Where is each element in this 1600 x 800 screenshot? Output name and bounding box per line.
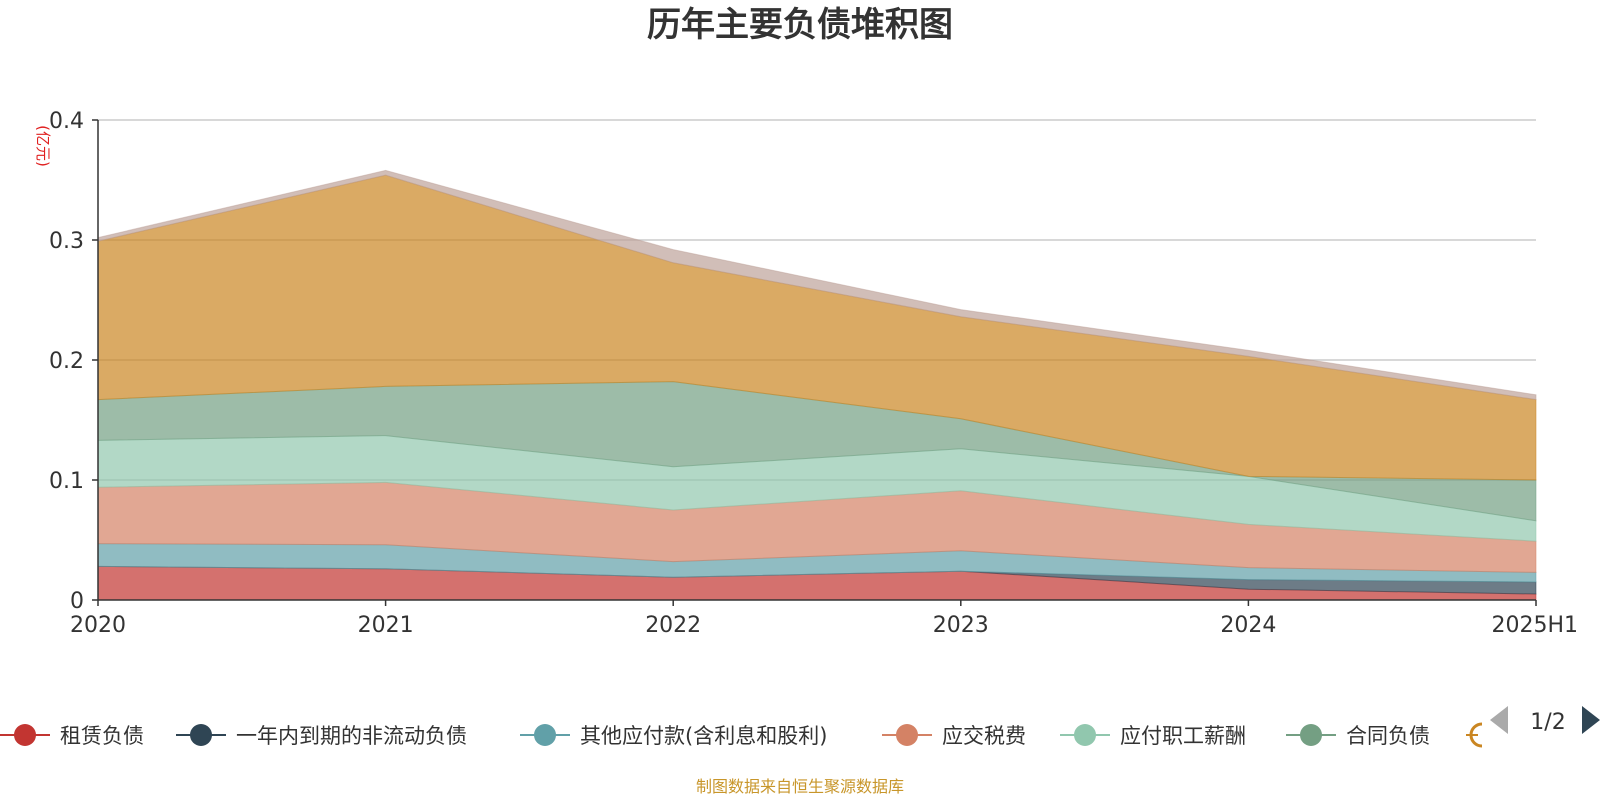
axes: 0 0.1 0.2 0.3 0.4 2020 2021 2022 2023 2024 2025H1 xyxy=(49,109,1578,638)
prev-page-icon[interactable] xyxy=(1490,706,1508,734)
legend-item[interactable]: 一年内到期的非流动负债 xyxy=(176,724,467,748)
legend: 租赁负债 一年内到期的非流动负债 其他应付款(含利息和股利) 应交税费 应付职工薪酬 合同… xyxy=(0,722,1483,748)
legend-item[interactable]: 应付职工薪酬 xyxy=(1060,724,1246,748)
legend-label: 应交税费 xyxy=(942,724,1026,748)
legend-pager: 1/2 xyxy=(1490,706,1600,735)
legend-label: 应付职工薪酬 xyxy=(1120,724,1246,748)
legend-label: 合同负债 xyxy=(1346,724,1430,748)
legend-label: 一年内到期的非流动负债 xyxy=(236,724,467,748)
x-tick-label: 2025H1 xyxy=(1491,613,1578,638)
legend-marker xyxy=(534,724,556,746)
area-series xyxy=(97,169,1537,601)
legend-item[interactable]: 其他应付款(含利息和股利) xyxy=(520,724,827,748)
legend-marker xyxy=(896,724,918,746)
x-tick-label: 2024 xyxy=(1220,613,1276,638)
y-tick-label: 0.2 xyxy=(49,349,84,374)
legend-marker xyxy=(190,724,212,746)
legend-item[interactable]: 应交税费 xyxy=(882,724,1026,748)
legend-marker xyxy=(14,724,36,746)
legend-marker xyxy=(1469,722,1483,748)
legend-item[interactable]: 合同负债 xyxy=(1286,724,1430,748)
y-tick-label: 0.4 xyxy=(49,109,84,134)
y-tick-label: 0.3 xyxy=(49,229,84,254)
y-tick-label: 0 xyxy=(70,589,84,614)
next-page-icon[interactable] xyxy=(1582,706,1600,734)
x-tick-label: 2022 xyxy=(645,613,701,638)
legend-label: 租赁负债 xyxy=(60,724,144,748)
y-tick-label: 0.1 xyxy=(49,469,84,494)
legend-marker xyxy=(1074,724,1096,746)
legend-label: 其他应付款(含利息和股利) xyxy=(580,724,827,748)
legend-item[interactable]: 租赁负债 xyxy=(0,724,144,748)
x-tick-label: 2021 xyxy=(358,613,414,638)
source-note: 制图数据来自恒生聚源数据库 xyxy=(696,777,904,796)
chart-title: 历年主要负债堆积图 xyxy=(647,5,953,45)
x-tick-label: 2020 xyxy=(70,613,126,638)
legend-page-indicator: 1/2 xyxy=(1530,710,1565,735)
area-series-其他 xyxy=(97,169,1537,401)
legend-item-partial[interactable] xyxy=(1466,722,1483,748)
legend-marker xyxy=(1300,724,1322,746)
unit-label: (亿元) xyxy=(34,125,52,167)
x-tick-label: 2023 xyxy=(933,613,989,638)
